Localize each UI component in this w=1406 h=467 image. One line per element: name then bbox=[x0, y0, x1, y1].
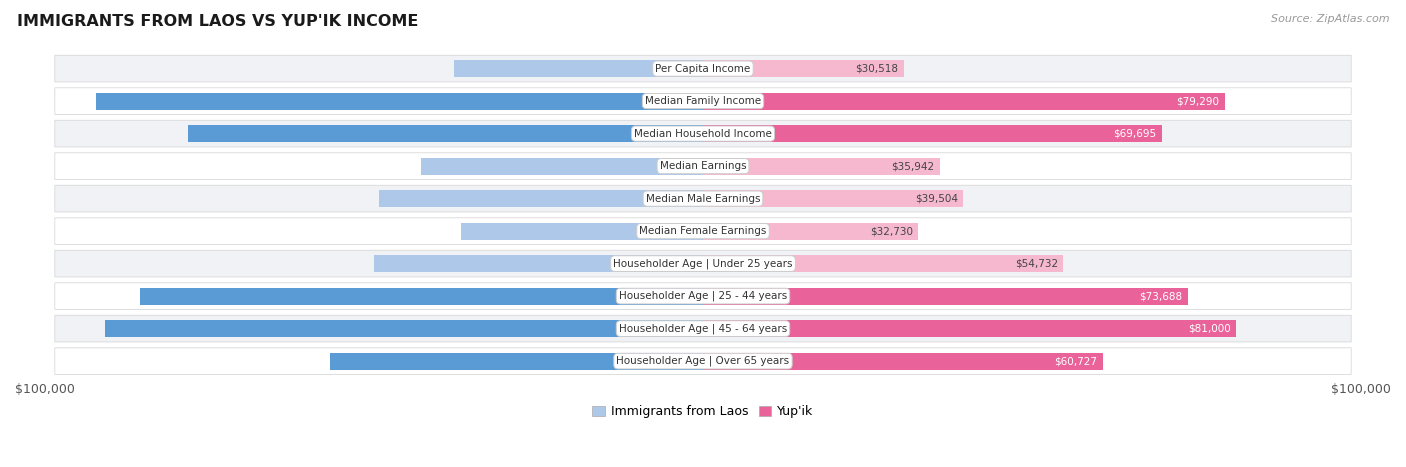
Bar bbox=[380, 190, 703, 207]
Text: $73,688: $73,688 bbox=[1139, 291, 1182, 301]
FancyBboxPatch shape bbox=[55, 120, 1351, 147]
Text: $32,730: $32,730 bbox=[870, 226, 912, 236]
Bar bbox=[96, 92, 703, 110]
Text: IMMIGRANTS FROM LAOS VS YUP'IK INCOME: IMMIGRANTS FROM LAOS VS YUP'IK INCOME bbox=[17, 14, 418, 29]
Text: Median Household Income: Median Household Income bbox=[634, 128, 772, 139]
Bar bbox=[187, 125, 703, 142]
Bar bbox=[374, 255, 703, 272]
Bar bbox=[703, 288, 1188, 304]
Bar bbox=[330, 353, 703, 369]
FancyBboxPatch shape bbox=[55, 315, 1351, 342]
Text: Median Female Earnings: Median Female Earnings bbox=[640, 226, 766, 236]
Text: $81,000: $81,000 bbox=[1188, 324, 1230, 333]
Text: $50,041: $50,041 bbox=[693, 259, 735, 269]
Bar bbox=[703, 92, 1225, 110]
FancyBboxPatch shape bbox=[55, 153, 1351, 179]
Text: $42,884: $42,884 bbox=[695, 161, 738, 171]
Text: Source: ZipAtlas.com: Source: ZipAtlas.com bbox=[1271, 14, 1389, 24]
Bar bbox=[703, 60, 904, 77]
Text: $30,518: $30,518 bbox=[856, 64, 898, 74]
Bar bbox=[703, 125, 1161, 142]
Bar bbox=[703, 190, 963, 207]
Text: $60,727: $60,727 bbox=[1054, 356, 1097, 366]
Text: Householder Age | 45 - 64 years: Householder Age | 45 - 64 years bbox=[619, 323, 787, 334]
Text: $69,695: $69,695 bbox=[1114, 128, 1156, 139]
Bar bbox=[703, 320, 1236, 337]
Bar bbox=[420, 158, 703, 175]
FancyBboxPatch shape bbox=[55, 250, 1351, 277]
FancyBboxPatch shape bbox=[55, 283, 1351, 310]
Bar bbox=[703, 158, 939, 175]
FancyBboxPatch shape bbox=[55, 185, 1351, 212]
Text: Per Capita Income: Per Capita Income bbox=[655, 64, 751, 74]
Text: Median Male Earnings: Median Male Earnings bbox=[645, 194, 761, 204]
Text: Householder Age | 25 - 44 years: Householder Age | 25 - 44 years bbox=[619, 291, 787, 301]
Text: $39,504: $39,504 bbox=[915, 194, 957, 204]
Text: $36,841: $36,841 bbox=[696, 226, 738, 236]
FancyBboxPatch shape bbox=[55, 55, 1351, 82]
Bar bbox=[461, 223, 703, 240]
Text: Median Family Income: Median Family Income bbox=[645, 96, 761, 106]
Bar bbox=[703, 255, 1063, 272]
Text: $90,909: $90,909 bbox=[685, 324, 728, 333]
Bar bbox=[105, 320, 703, 337]
Text: $56,722: $56,722 bbox=[692, 356, 735, 366]
Bar bbox=[141, 288, 703, 304]
Legend: Immigrants from Laos, Yup'ik: Immigrants from Laos, Yup'ik bbox=[588, 400, 818, 423]
Text: $54,732: $54,732 bbox=[1015, 259, 1057, 269]
Text: $35,942: $35,942 bbox=[891, 161, 934, 171]
Bar bbox=[703, 223, 918, 240]
Bar bbox=[454, 60, 703, 77]
FancyBboxPatch shape bbox=[55, 88, 1351, 114]
Bar bbox=[703, 353, 1102, 369]
Text: $78,327: $78,327 bbox=[688, 128, 731, 139]
Text: $92,239: $92,239 bbox=[685, 96, 728, 106]
Text: Householder Age | Over 65 years: Householder Age | Over 65 years bbox=[616, 356, 790, 367]
Text: $37,857: $37,857 bbox=[696, 64, 738, 74]
Text: $85,553: $85,553 bbox=[686, 291, 730, 301]
Text: Median Earnings: Median Earnings bbox=[659, 161, 747, 171]
Text: $79,290: $79,290 bbox=[1177, 96, 1219, 106]
Text: $49,190: $49,190 bbox=[693, 194, 737, 204]
Text: Householder Age | Under 25 years: Householder Age | Under 25 years bbox=[613, 258, 793, 269]
FancyBboxPatch shape bbox=[55, 348, 1351, 375]
FancyBboxPatch shape bbox=[55, 218, 1351, 244]
